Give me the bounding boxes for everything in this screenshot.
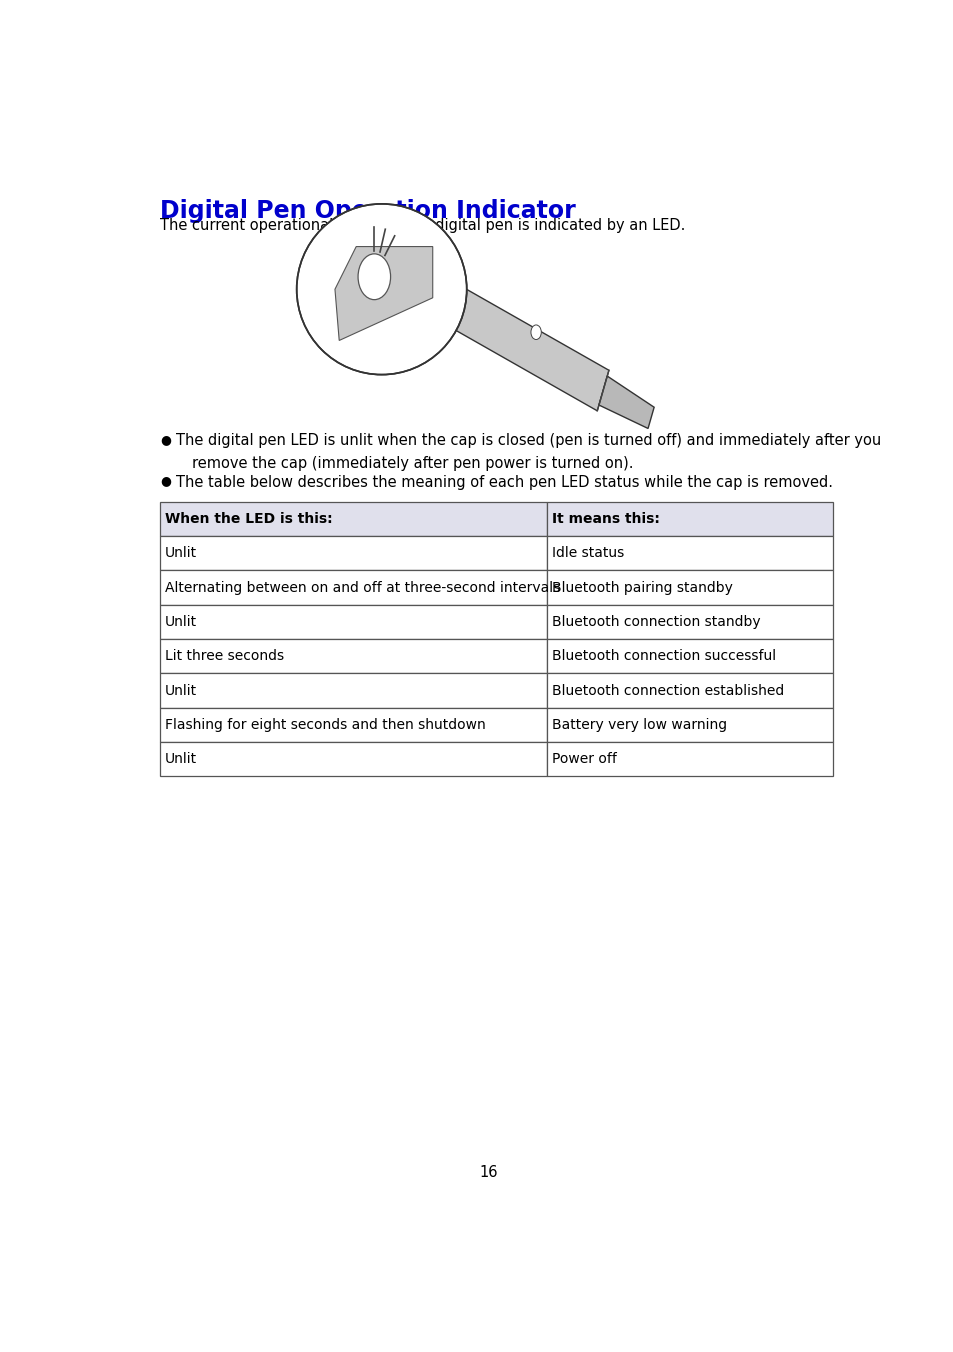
- FancyBboxPatch shape: [160, 604, 546, 639]
- Text: Alternating between on and off at three-second intervals: Alternating between on and off at three-…: [165, 580, 559, 595]
- Text: 16: 16: [479, 1165, 497, 1180]
- Text: It means this:: It means this:: [552, 512, 659, 526]
- Text: remove the cap (immediately after pen power is turned on).: remove the cap (immediately after pen po…: [193, 456, 634, 470]
- Circle shape: [531, 324, 540, 339]
- FancyBboxPatch shape: [546, 502, 832, 535]
- FancyBboxPatch shape: [160, 571, 546, 604]
- Text: The table below describes the meaning of each pen LED status while the cap is re: The table below describes the meaning of…: [176, 475, 832, 489]
- Text: When the LED is this:: When the LED is this:: [165, 512, 333, 526]
- Text: Lit three seconds: Lit three seconds: [165, 649, 284, 664]
- Ellipse shape: [296, 204, 466, 375]
- FancyBboxPatch shape: [546, 535, 832, 571]
- Text: Battery very low warning: Battery very low warning: [552, 718, 726, 731]
- Circle shape: [357, 254, 390, 300]
- Polygon shape: [598, 376, 654, 429]
- Text: Digital Pen Operation Indicator: Digital Pen Operation Indicator: [160, 199, 575, 223]
- Text: Unlit: Unlit: [165, 546, 197, 560]
- FancyBboxPatch shape: [546, 742, 832, 776]
- FancyBboxPatch shape: [546, 639, 832, 673]
- FancyBboxPatch shape: [160, 639, 546, 673]
- FancyBboxPatch shape: [546, 673, 832, 707]
- FancyBboxPatch shape: [546, 604, 832, 639]
- Text: ●: ●: [160, 433, 171, 446]
- Text: Bluetooth pairing standby: Bluetooth pairing standby: [552, 580, 732, 595]
- Text: Bluetooth connection established: Bluetooth connection established: [552, 684, 783, 698]
- Polygon shape: [428, 315, 445, 337]
- Text: Flashing for eight seconds and then shutdown: Flashing for eight seconds and then shut…: [165, 718, 485, 731]
- Text: Unlit: Unlit: [165, 684, 197, 698]
- Text: Power off: Power off: [552, 752, 617, 767]
- FancyBboxPatch shape: [160, 673, 546, 707]
- Text: ●: ●: [160, 475, 171, 488]
- Polygon shape: [335, 246, 433, 341]
- FancyBboxPatch shape: [160, 502, 546, 535]
- FancyBboxPatch shape: [160, 535, 546, 571]
- Text: Bluetooth connection successful: Bluetooth connection successful: [552, 649, 776, 664]
- FancyBboxPatch shape: [160, 707, 546, 742]
- Polygon shape: [339, 241, 393, 288]
- Text: Idle status: Idle status: [552, 546, 623, 560]
- FancyBboxPatch shape: [546, 571, 832, 604]
- Text: The digital pen LED is unlit when the cap is closed (pen is turned off) and imme: The digital pen LED is unlit when the ca…: [176, 433, 881, 448]
- Text: Unlit: Unlit: [165, 615, 197, 629]
- Text: Bluetooth connection standby: Bluetooth connection standby: [552, 615, 760, 629]
- Polygon shape: [381, 247, 608, 411]
- FancyBboxPatch shape: [160, 742, 546, 776]
- Text: Unlit: Unlit: [165, 752, 197, 767]
- Text: The current operational status of the digital pen is indicated by an LED.: The current operational status of the di…: [160, 219, 684, 234]
- FancyBboxPatch shape: [546, 707, 832, 742]
